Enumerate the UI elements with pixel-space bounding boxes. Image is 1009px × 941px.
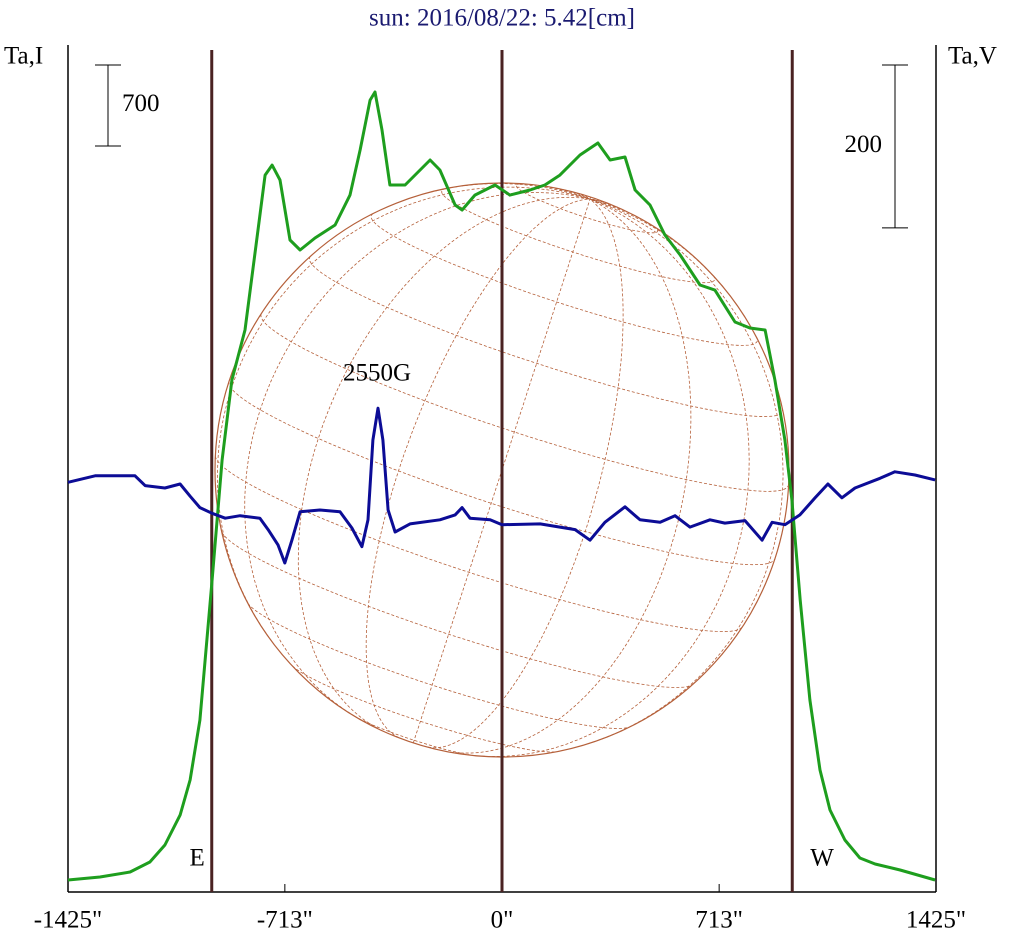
disk-grid: [587, 198, 784, 745]
disk-grid: [297, 196, 591, 729]
marker-label: W: [810, 845, 834, 872]
disk-grid: [589, 196, 592, 200]
x-tick-label: 0": [491, 907, 514, 934]
disk-grid: [540, 185, 591, 200]
disk-grid: [589, 198, 639, 218]
disk-grid: [428, 198, 624, 749]
disk-grid: [589, 198, 601, 201]
x-tick-label: 1425": [906, 907, 966, 934]
y-axis-label: Ta,I: [4, 43, 43, 70]
annotation: 2550G: [343, 360, 411, 387]
disk-grid: [260, 314, 789, 492]
x-tick-label: 713": [695, 907, 743, 934]
marker-label: E: [189, 845, 204, 872]
disk-grid: [244, 192, 591, 717]
disk-grid: [354, 715, 477, 757]
disk-grid: [580, 193, 591, 200]
x-tick-label: -1425": [34, 907, 103, 934]
disk-grid: [430, 183, 591, 200]
disk-grid: [476, 198, 750, 757]
disk-grid: [413, 198, 591, 743]
disk-grid: [309, 256, 783, 418]
disk-grid: [450, 198, 692, 754]
disk-grid: [370, 213, 758, 346]
series-line: [67, 90, 936, 882]
scale-bar-label: 700: [122, 90, 160, 117]
scale-bar-label: 200: [845, 131, 883, 158]
disk-grid: [441, 188, 716, 284]
series-line: [67, 406, 936, 565]
y2-axis-label: Ta,V: [948, 43, 997, 70]
x-tick-label: -713": [257, 907, 313, 934]
chart-title: sun: 2016/08/22: 5.42[cm]: [369, 5, 635, 32]
disk-grid: [216, 186, 591, 642]
disk-grid: [221, 531, 693, 688]
disk-grid: [215, 456, 743, 633]
disk-grid: [365, 198, 591, 739]
disk-grid: [589, 198, 724, 288]
